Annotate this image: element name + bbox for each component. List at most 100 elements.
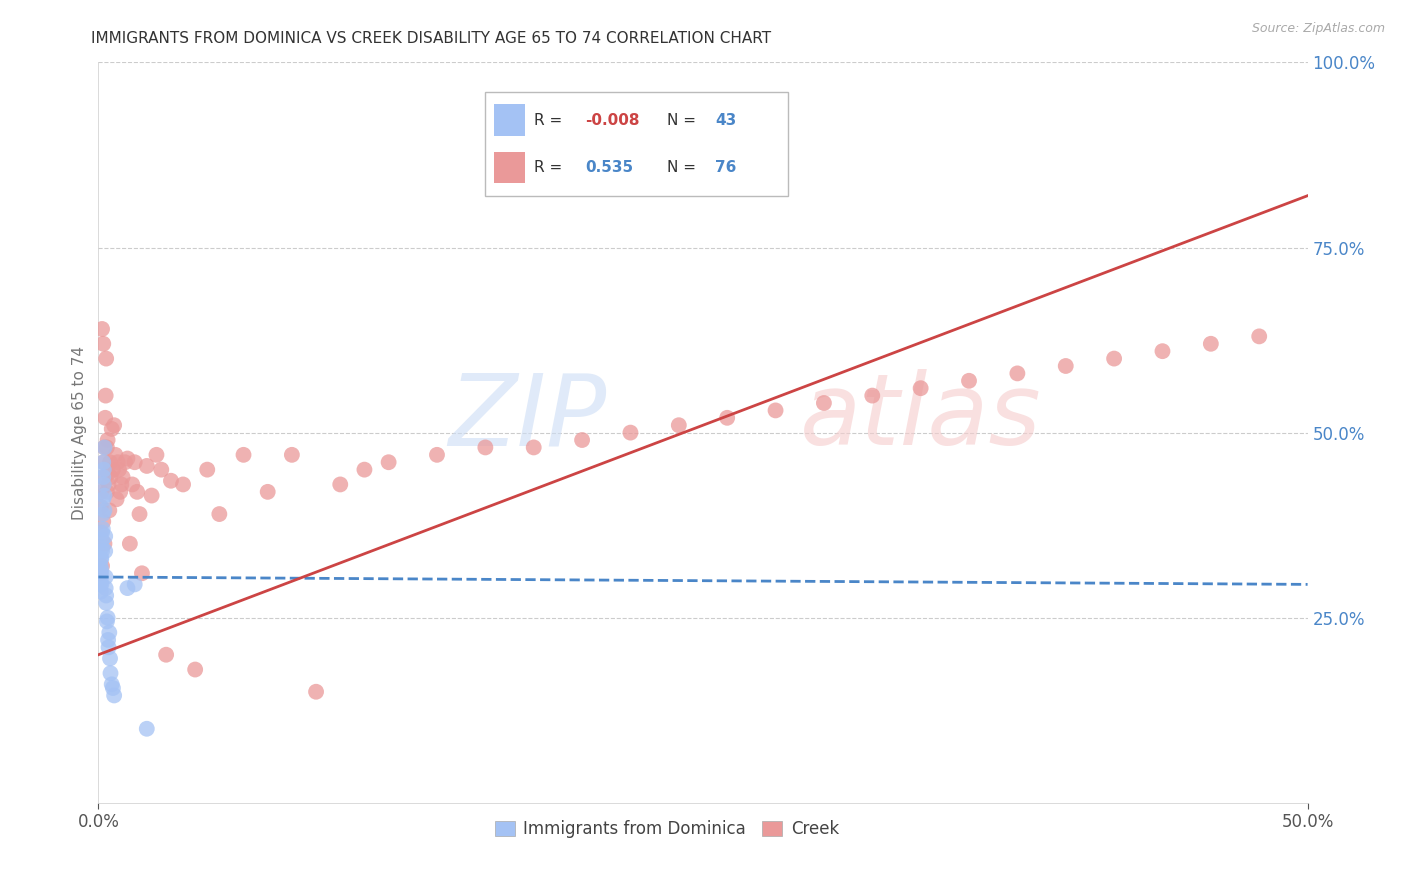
- Point: [105, 492, 128, 507]
- Point: [89, 577, 111, 591]
- Point: [128, 507, 150, 521]
- Point: [93, 462, 115, 476]
- Point: [91, 558, 114, 573]
- Point: [97, 433, 120, 447]
- Point: [281, 448, 304, 462]
- Point: [571, 433, 593, 447]
- Point: [91, 515, 114, 529]
- Point: [97, 477, 120, 491]
- Point: [96, 441, 118, 455]
- Point: [91, 507, 114, 521]
- Point: [98, 455, 121, 469]
- Point: [426, 448, 449, 462]
- Point: [89, 566, 111, 581]
- Point: [90, 563, 112, 577]
- Point: [89, 566, 111, 581]
- Point: [94, 410, 117, 425]
- Point: [91, 470, 114, 484]
- Point: [141, 489, 163, 503]
- Point: [100, 666, 122, 681]
- Point: [101, 462, 124, 476]
- Point: [90, 566, 112, 581]
- Point: [96, 615, 118, 629]
- Point: [232, 448, 254, 462]
- Point: [103, 689, 125, 703]
- Point: [100, 470, 122, 484]
- Point: [619, 425, 641, 440]
- Point: [100, 677, 122, 691]
- Point: [90, 551, 112, 566]
- Point: [101, 681, 124, 695]
- Point: [90, 500, 112, 514]
- Text: atlas: atlas: [800, 369, 1042, 467]
- Point: [765, 403, 787, 417]
- Point: [957, 374, 980, 388]
- Point: [97, 467, 120, 481]
- Text: Source: ZipAtlas.com: Source: ZipAtlas.com: [1251, 22, 1385, 36]
- Text: ZIP: ZIP: [449, 369, 606, 467]
- Point: [118, 536, 141, 550]
- Point: [1054, 359, 1077, 373]
- Point: [93, 441, 115, 455]
- Point: [100, 422, 122, 436]
- Point: [716, 410, 738, 425]
- Point: [96, 589, 118, 603]
- Text: IMMIGRANTS FROM DOMINICA VS CREEK DISABILITY AGE 65 TO 74 CORRELATION CHART: IMMIGRANTS FROM DOMINICA VS CREEK DISABI…: [91, 31, 772, 46]
- Point: [91, 533, 114, 547]
- Point: [353, 462, 375, 476]
- Point: [93, 477, 115, 491]
- Point: [97, 632, 120, 647]
- Legend: Immigrants from Dominica, Creek: Immigrants from Dominica, Creek: [486, 812, 848, 847]
- Point: [91, 492, 114, 507]
- Point: [93, 503, 115, 517]
- Point: [90, 584, 112, 599]
- Point: [160, 474, 183, 488]
- Point: [1152, 344, 1174, 359]
- Point: [1199, 336, 1222, 351]
- Point: [91, 544, 114, 558]
- Point: [90, 525, 112, 540]
- Point: [94, 529, 117, 543]
- Point: [172, 477, 194, 491]
- Point: [91, 525, 114, 540]
- Point: [305, 685, 328, 699]
- Point: [145, 448, 167, 462]
- Point: [208, 507, 231, 521]
- Point: [93, 489, 115, 503]
- Point: [117, 581, 139, 595]
- Point: [98, 651, 121, 665]
- Point: [1007, 367, 1029, 381]
- Point: [124, 577, 146, 591]
- Point: [94, 581, 117, 595]
- Point: [90, 551, 112, 566]
- Point: [256, 484, 278, 499]
- Point: [94, 388, 117, 402]
- Point: [377, 455, 399, 469]
- Point: [108, 484, 131, 499]
- Point: [96, 484, 118, 499]
- Point: [523, 441, 546, 455]
- Point: [93, 536, 115, 550]
- Point: [97, 640, 120, 655]
- Point: [135, 458, 157, 473]
- Y-axis label: Disability Age 65 to 74: Disability Age 65 to 74: [72, 345, 87, 520]
- Point: [91, 455, 114, 469]
- Point: [860, 388, 883, 402]
- Point: [155, 648, 177, 662]
- Point: [474, 441, 496, 455]
- Point: [135, 722, 157, 736]
- Point: [124, 455, 146, 469]
- Point: [195, 462, 218, 476]
- Point: [98, 503, 121, 517]
- Point: [94, 544, 117, 558]
- Point: [114, 455, 136, 469]
- Point: [127, 484, 149, 499]
- Point: [97, 610, 120, 624]
- Point: [96, 351, 118, 366]
- Point: [111, 470, 134, 484]
- Point: [91, 470, 114, 484]
- Point: [91, 322, 114, 336]
- Point: [1249, 329, 1271, 343]
- Point: [96, 596, 118, 610]
- Point: [91, 522, 114, 536]
